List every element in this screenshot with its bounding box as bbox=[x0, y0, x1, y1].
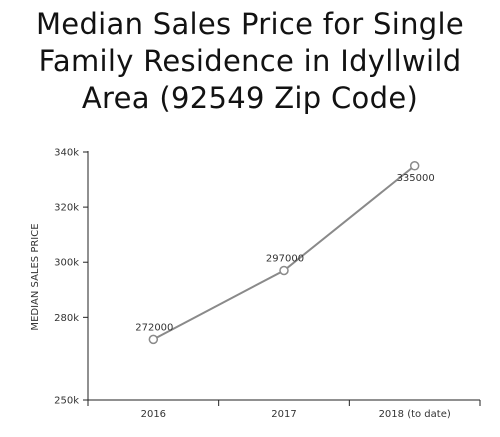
data-point bbox=[148, 334, 159, 345]
chart-title: Median Sales Price for Single Family Res… bbox=[0, 6, 500, 117]
chart-title-line-2: Family Residence in Idyllwild bbox=[38, 44, 462, 78]
y-axis-title: MEDIAN SALES PRICE bbox=[30, 223, 41, 330]
series-group bbox=[148, 161, 420, 345]
x-tick-label: 2018 (to date) bbox=[379, 409, 451, 420]
chart-title-line-3: Area (92549 Zip Code) bbox=[81, 81, 419, 115]
x-tick-label: 2016 bbox=[141, 409, 166, 420]
chart-title-line-1: Median Sales Price for Single bbox=[35, 7, 464, 41]
y-tick-label: 320k bbox=[54, 203, 79, 214]
y-tick-label: 300k bbox=[54, 258, 79, 269]
x-tick-label: 2017 bbox=[271, 409, 296, 420]
y-axis-ticks: 250k 280k 300k 320k 340k bbox=[54, 148, 88, 407]
data-point bbox=[279, 265, 289, 276]
data-labels: 272000 297000 335000 bbox=[135, 173, 435, 334]
data-label: 297000 bbox=[266, 253, 304, 264]
data-label: 272000 bbox=[135, 322, 173, 333]
data-label: 335000 bbox=[397, 173, 435, 184]
y-tick-label: 280k bbox=[54, 313, 79, 324]
data-point bbox=[409, 161, 420, 171]
x-axis-ticks: 2016 2017 2018 (to date) bbox=[87, 400, 481, 420]
y-tick-label: 340k bbox=[54, 148, 79, 159]
chart-axes bbox=[87, 151, 480, 401]
y-tick-label: 250k bbox=[54, 396, 79, 407]
